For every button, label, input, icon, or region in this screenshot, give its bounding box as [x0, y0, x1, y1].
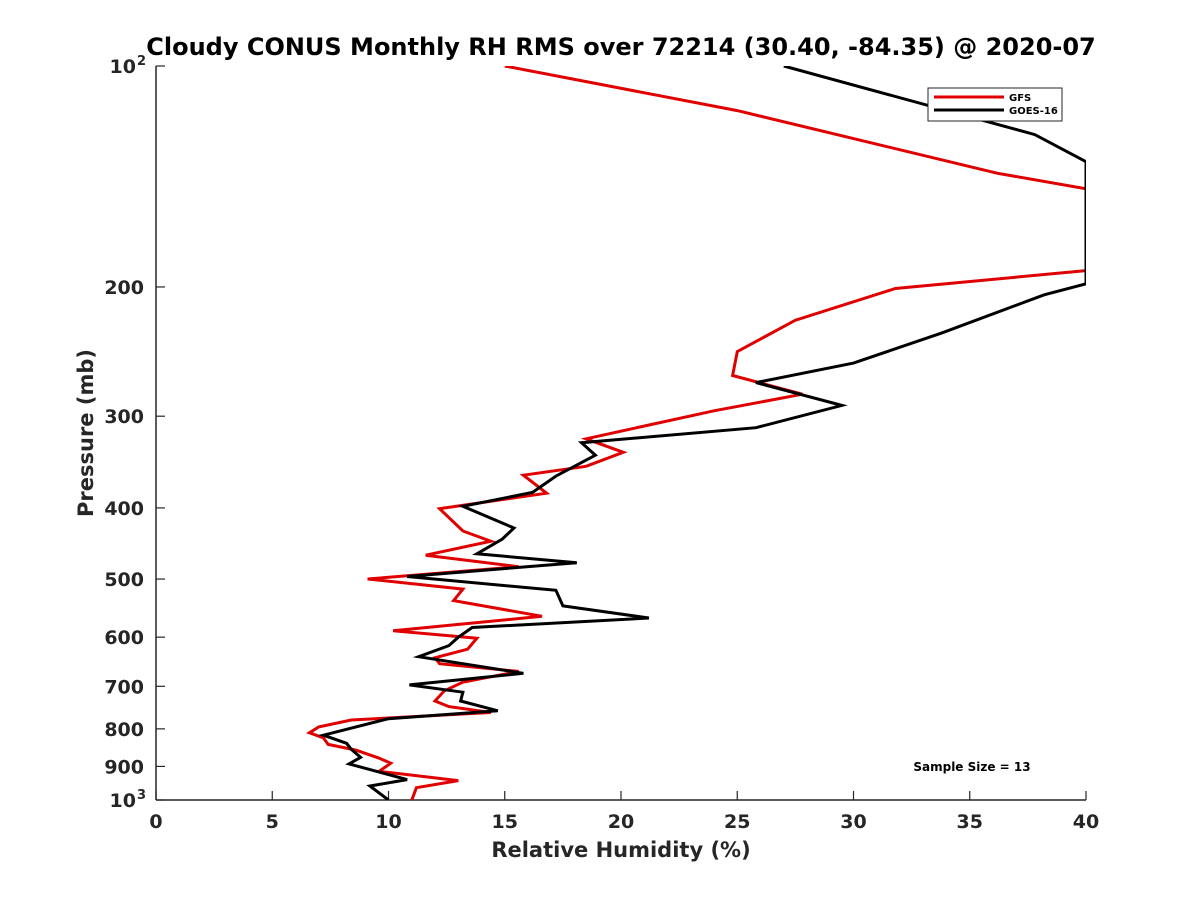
x-tick-label: 20 [608, 811, 634, 833]
y-tick-label: 300 [104, 406, 144, 428]
series-line-goes16 [318, 66, 1086, 800]
x-tick-label: 30 [840, 811, 866, 833]
y-axis-label: Pressure (mb) [74, 349, 98, 517]
y-tick-label: 10 [110, 56, 136, 78]
y-tick-label: 600 [104, 627, 144, 649]
x-tick-label: 10 [375, 811, 401, 833]
y-tick-label: 200 [104, 277, 144, 299]
x-tick-label: 25 [724, 811, 750, 833]
chart-title: Cloudy CONUS Monthly RH RMS over 72214 (… [146, 33, 1096, 61]
y-tick-label: 900 [104, 756, 144, 778]
sample-size-annotation: Sample Size = 13 [913, 760, 1030, 774]
y-tick-exponent: 3 [137, 788, 146, 803]
x-axis: 0 5 10 15 20 25 30 35 40 [149, 791, 1099, 833]
y-tick-label: 800 [104, 719, 144, 741]
legend-label-gfs: GFS [1009, 93, 1031, 104]
x-axis-label: Relative Humidity (%) [491, 838, 750, 862]
x-tick-label: 40 [1073, 811, 1099, 833]
legend-box [927, 87, 1063, 122]
series-layer [306, 66, 1086, 800]
x-tick-label: 0 [149, 811, 162, 833]
x-tick-label: 35 [957, 811, 983, 833]
y-tick-label: 400 [104, 498, 144, 520]
x-tick-label: 5 [266, 811, 279, 833]
x-tick-label: 15 [492, 811, 518, 833]
y-tick-label: 700 [104, 676, 144, 698]
plot-area [306, 66, 1086, 800]
y-tick-label: 500 [104, 569, 144, 591]
legend-label-goes16: GOES-16 [1009, 106, 1058, 117]
legend: GFS GOES-16 [927, 87, 1063, 122]
y-tick-label: 10 [110, 790, 136, 812]
axes-frame [155, 66, 1086, 801]
series-line-gfs [306, 66, 1086, 800]
y-tick-exponent: 2 [137, 54, 146, 69]
